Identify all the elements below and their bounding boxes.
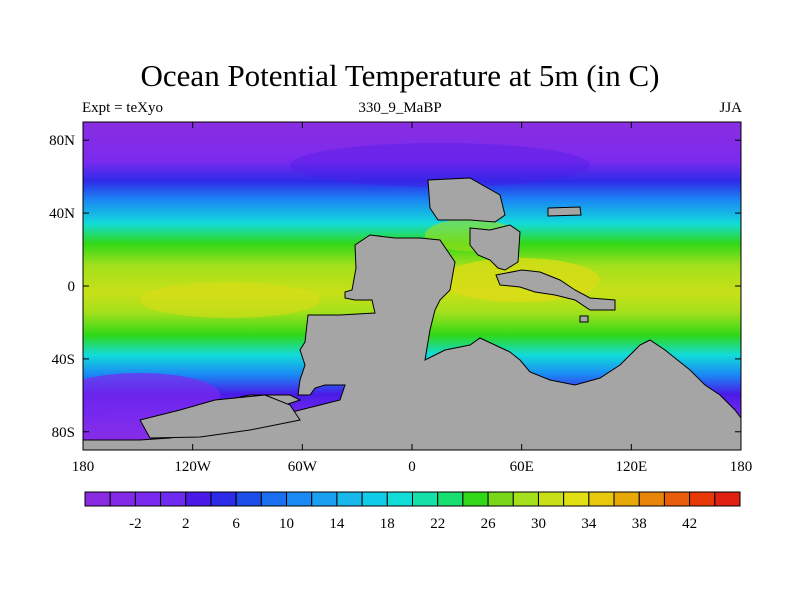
colorbar-swatch	[663, 491, 691, 507]
colorbar-swatch	[588, 491, 615, 507]
north-cold-band	[290, 143, 590, 187]
colorbar-label: 38	[632, 516, 647, 532]
land-masses	[82, 177, 742, 451]
land-northern-island	[427, 177, 506, 223]
latitude-axis: 80N 40N 0 40S 80S	[49, 133, 741, 441]
colorbar-swatch	[412, 491, 439, 507]
colorbar-swatch	[134, 491, 162, 507]
colorbar-swatch	[286, 491, 313, 507]
colorbar-swatch	[336, 491, 363, 507]
x-tick-label: 180	[72, 459, 95, 475]
colorbar-swatch	[361, 491, 388, 507]
colorbar-label: 22	[430, 516, 445, 532]
colorbar-swatch	[638, 491, 665, 507]
x-tick-label: 0	[408, 459, 416, 475]
colorbar-label: 34	[581, 516, 597, 532]
x-tick-label: 60W	[288, 459, 318, 475]
land-eastern-peninsula	[469, 224, 521, 271]
warm-pool-west	[140, 282, 320, 318]
y-tick-label: 80N	[49, 133, 75, 149]
colorbar: -2 2 6 10 14 18 22 26 30 34 38 42	[84, 491, 741, 532]
colorbar-swatch	[260, 491, 288, 507]
colorbar-label: 26	[481, 516, 497, 532]
run-label: 330_9_MaBP	[358, 100, 442, 116]
y-tick-label: 40S	[52, 352, 75, 368]
colorbar-swatch	[537, 491, 565, 507]
colorbar-label: 42	[682, 516, 697, 532]
colorbar-swatch	[613, 491, 640, 507]
colorbar-swatch	[437, 491, 464, 507]
colorbar-swatch	[714, 491, 741, 507]
x-tick-label: 180	[730, 459, 753, 475]
colorbar-swatch	[311, 491, 338, 507]
y-tick-label: 80S	[52, 425, 75, 441]
colorbar-swatch	[487, 491, 514, 507]
colorbar-label: 30	[531, 516, 546, 532]
y-tick-label: 40N	[49, 206, 75, 222]
y-tick-label: 0	[68, 279, 76, 295]
colorbar-label: 2	[182, 516, 190, 532]
colorbar-label: 10	[279, 516, 294, 532]
colorbar-swatch	[235, 491, 262, 507]
x-tick-label: 120W	[174, 459, 212, 475]
colorbar-swatch	[84, 491, 111, 507]
colorbar-swatch	[210, 491, 237, 507]
colorbar-swatch	[512, 491, 539, 507]
colorbar-label: 18	[380, 516, 395, 532]
southern-cold-pool	[83, 373, 220, 417]
colorbar-swatch	[386, 491, 413, 507]
colorbar-swatch	[185, 491, 212, 507]
colorbar-swatch	[689, 491, 716, 507]
colorbar-label: 6	[232, 516, 240, 532]
colorbar-label: 14	[329, 516, 345, 532]
x-tick-label: 60E	[510, 459, 534, 475]
land-eastern-island	[547, 206, 582, 217]
land-western-band	[139, 394, 301, 439]
land-small-islet	[579, 315, 589, 323]
colorbar-label: -2	[129, 516, 142, 532]
land-eastern-arc	[495, 269, 616, 311]
x-tick-label: 120E	[615, 459, 647, 475]
longitude-axis: 180 120W 60W 0 60E 120E 180	[72, 122, 753, 475]
colorbar-swatch	[563, 491, 590, 507]
experiment-label: Expt = teXyo	[82, 100, 163, 116]
map-area	[82, 121, 742, 451]
colorbar-swatch	[462, 491, 489, 507]
colorbar-swatch	[109, 491, 136, 507]
plot-title: Ocean Potential Temperature at 5m (in C)	[140, 58, 660, 93]
colorbar-swatch	[160, 491, 187, 507]
season-label: JJA	[719, 100, 742, 116]
